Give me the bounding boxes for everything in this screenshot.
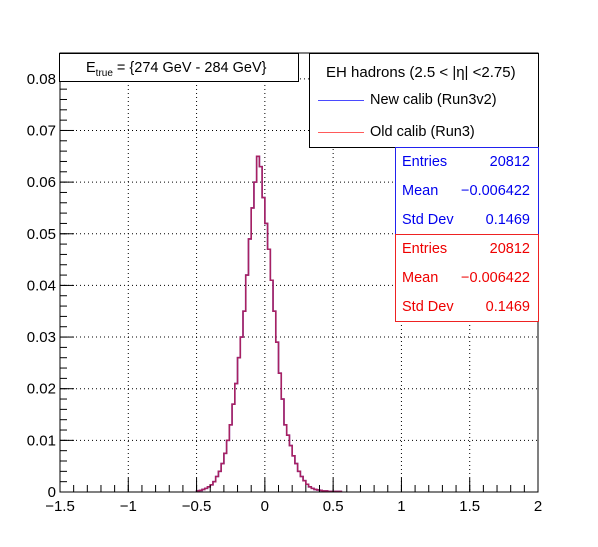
histogram-old-calib <box>195 155 343 493</box>
stats-entries-label: Entries <box>402 241 448 257</box>
legend-label-old: Old calib (Run3) <box>370 124 475 140</box>
y-tick-label: 0.08 <box>27 71 56 88</box>
legend-swatch-new <box>318 100 364 101</box>
tick-labels: −1.5 −1 −0.5 0 0.5 1 1.5 2 0 0.01 0.02 0.03 0.04 0.05… <box>27 71 542 515</box>
stats-box-old: Entries 20812 Mean −0.006422 Std Dev 0.1… <box>395 234 539 322</box>
stats-std-value: 0.1469 <box>485 299 530 315</box>
stats-std-value: 0.1469 <box>485 212 530 228</box>
stats-mean-value: −0.006422 <box>461 183 530 199</box>
y-tick-label: 0.05 <box>27 226 56 243</box>
x-tick-label: 0.5 <box>323 498 344 515</box>
energy-range: = {274 GeV - 284 GeV} <box>112 60 267 76</box>
x-tick-label: 0 <box>261 498 269 515</box>
legend-label-new: New calib (Run3v2) <box>370 92 497 108</box>
energy-range-label: Etrue = {274 GeV - 284 GeV} <box>59 53 299 82</box>
y-tick-label: 0.04 <box>27 277 56 294</box>
stats-box-new: Entries 20812 Mean −0.006422 Std Dev 0.1… <box>395 147 539 235</box>
stats-mean-label: Mean <box>402 183 439 199</box>
legend: EH hadrons (2.5 < |η| <2.75) New calib (… <box>309 53 539 148</box>
histogram-series <box>195 155 343 493</box>
legend-swatch-old <box>318 132 364 133</box>
axis-ticks <box>59 57 539 493</box>
stats-entries-label: Entries <box>402 154 448 170</box>
y-tick-label: 0.01 <box>27 432 56 449</box>
x-tick-label: −1 <box>120 498 137 515</box>
stats-entries-value: 20812 <box>489 241 530 257</box>
y-tick-label: 0.03 <box>27 329 56 346</box>
y-tick-label: 0.02 <box>27 381 56 398</box>
x-tick-label: 1 <box>397 498 405 515</box>
energy-subscript: true <box>95 67 113 79</box>
histogram-new-calib <box>195 155 343 493</box>
stats-mean-value: −0.006422 <box>461 270 530 286</box>
y-tick-label: 0.06 <box>27 174 56 191</box>
stats-entries-value: 20812 <box>489 154 530 170</box>
x-tick-label: −0.5 <box>182 498 212 515</box>
stats-mean-label: Mean <box>402 270 439 286</box>
x-tick-label: −1.5 <box>45 498 75 515</box>
x-tick-label: 2 <box>534 498 542 515</box>
stats-std-label: Std Dev <box>402 212 454 228</box>
x-tick-label: 1.5 <box>459 498 480 515</box>
energy-symbol: E <box>86 60 96 76</box>
legend-title: EH hadrons (2.5 < |η| <2.75) <box>326 64 516 81</box>
y-tick-label: 0 <box>48 484 56 501</box>
y-tick-label: 0.07 <box>27 122 56 139</box>
stats-std-label: Std Dev <box>402 299 454 315</box>
